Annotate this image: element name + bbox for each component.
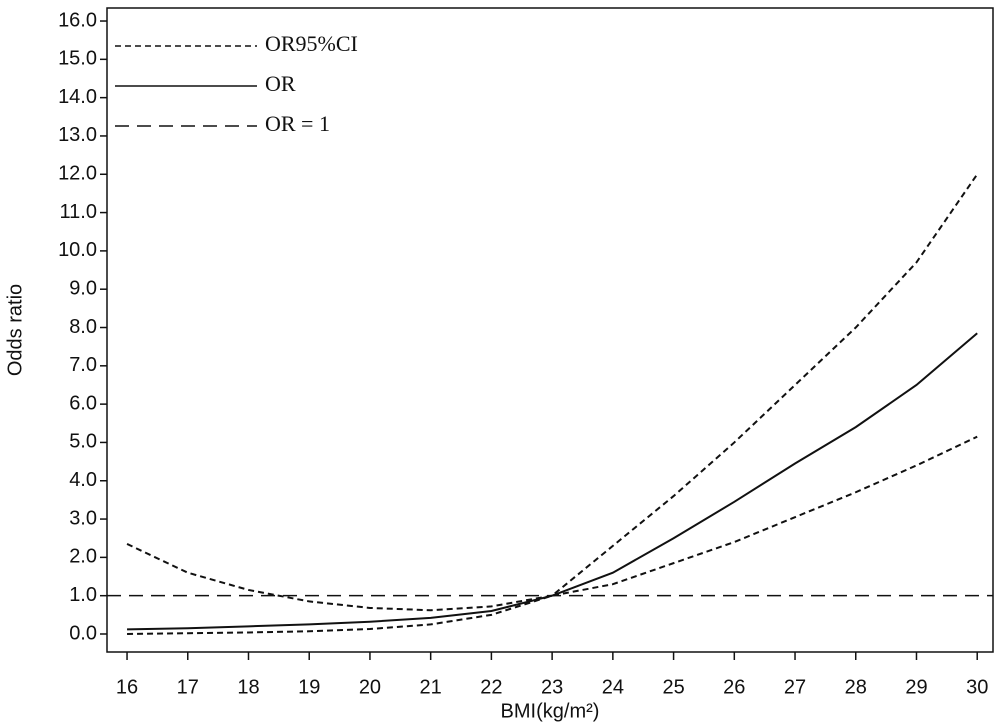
x-tick-label: 26 bbox=[723, 676, 745, 698]
legend-label: OR95%CI bbox=[265, 31, 358, 56]
y-tick-label: 8.0 bbox=[69, 316, 97, 338]
y-tick-label: 4.0 bbox=[69, 469, 97, 491]
x-tick-label: 18 bbox=[237, 676, 259, 698]
series-line bbox=[127, 435, 978, 635]
x-tick-label: 30 bbox=[966, 676, 988, 698]
y-tick-label: 16.0 bbox=[58, 9, 97, 31]
x-tick-label: 19 bbox=[298, 676, 320, 698]
series-line bbox=[127, 332, 978, 631]
series-line bbox=[126, 173, 979, 612]
y-axis-label: Odds ratio bbox=[4, 284, 26, 376]
x-tick-label: 28 bbox=[845, 676, 867, 698]
y-tick-label: 13.0 bbox=[58, 124, 97, 146]
y-tick-label: 14.0 bbox=[58, 86, 97, 108]
x-tick-label: 29 bbox=[905, 676, 927, 698]
y-tick-label: 12.0 bbox=[58, 163, 97, 185]
y-tick-label: 15.0 bbox=[58, 48, 97, 70]
legend-label: OR bbox=[265, 71, 296, 96]
legend-label: OR = 1 bbox=[265, 111, 330, 136]
y-tick-label: 5.0 bbox=[69, 431, 97, 453]
x-axis-label: BMI(kg/m²) bbox=[501, 700, 600, 722]
y-tick-label: 2.0 bbox=[69, 546, 97, 568]
y-tick-label: 1.0 bbox=[69, 584, 97, 606]
x-tick-label: 23 bbox=[541, 676, 563, 698]
x-tick-label: 25 bbox=[662, 676, 684, 698]
y-tick-label: 0.0 bbox=[69, 622, 97, 644]
x-tick-label: 22 bbox=[480, 676, 502, 698]
y-tick-label: 10.0 bbox=[58, 239, 97, 261]
y-tick-label: 6.0 bbox=[69, 392, 97, 414]
x-tick-label: 24 bbox=[602, 676, 624, 698]
y-tick-label: 11.0 bbox=[60, 201, 97, 223]
x-tick-label: 21 bbox=[420, 676, 442, 698]
x-tick-label: 27 bbox=[784, 676, 806, 698]
x-tick-label: 17 bbox=[177, 676, 199, 698]
x-tick-label: 20 bbox=[359, 676, 381, 698]
x-tick-label: 16 bbox=[116, 676, 138, 698]
y-tick-label: 3.0 bbox=[69, 507, 97, 529]
y-tick-label: 7.0 bbox=[69, 354, 97, 376]
plot-frame bbox=[106, 7, 994, 653]
y-tick-label: 9.0 bbox=[69, 277, 97, 299]
